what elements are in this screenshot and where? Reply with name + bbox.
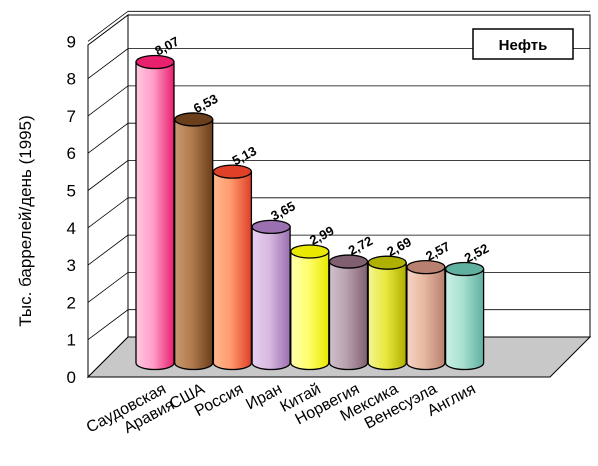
bar-top	[212, 164, 253, 179]
bar-body	[444, 268, 485, 371]
bar-cylinder	[367, 255, 407, 371]
legend: Нефть	[472, 28, 574, 60]
bar-body	[367, 262, 407, 371]
bar-cylinder	[328, 254, 369, 371]
bar-cylinder	[290, 244, 330, 371]
legend-entry: Нефть	[499, 37, 548, 54]
y-tick-label: 7	[67, 107, 76, 126]
y-axis-label: Тыс. баррелей/день (1995)	[16, 115, 35, 326]
y-tick-label: 5	[67, 182, 76, 201]
gridline-side	[87, 160, 129, 191]
bar-body	[212, 171, 253, 371]
bar-body	[328, 260, 369, 371]
bar-top	[290, 244, 330, 259]
bars: 8,076,535,133,652,99 2,72 2,69 2,57 2,52	[135, 33, 491, 371]
category-labels: СаудовскаяАравияСШАРоссияИранКитайНорвег…	[84, 380, 479, 453]
y-tick-label: 1	[67, 331, 76, 350]
y-tick-label: 0	[67, 368, 76, 387]
y-tick-label: 8	[67, 70, 76, 89]
bar-body	[290, 250, 330, 371]
y-tick-label: 2	[67, 293, 76, 312]
gridline-side	[87, 197, 129, 229]
bar-body	[135, 61, 175, 371]
gridline-side	[87, 309, 129, 341]
chart-left-wall	[87, 14, 129, 379]
bar-cylinder	[406, 259, 446, 371]
bar-top	[328, 254, 369, 269]
bar-top	[406, 259, 446, 275]
category-label: СаудовскаяАравия	[84, 381, 178, 453]
category-label-line: Иран	[243, 381, 285, 414]
y-tick-label: 6	[67, 144, 76, 163]
bar-body	[174, 118, 214, 371]
gridline-side	[87, 48, 129, 79]
bar-cylinder	[174, 112, 214, 371]
gridline-side	[87, 272, 129, 303]
bar-cylinder	[444, 261, 485, 371]
y-tick-label: 4	[67, 219, 76, 238]
bar-top	[367, 255, 407, 270]
gridline-side	[87, 85, 129, 117]
bar-body	[406, 266, 446, 371]
bar-body	[251, 226, 291, 371]
y-tick-label: 3	[67, 256, 76, 275]
bar-cylinder	[135, 54, 175, 371]
gridline-side	[87, 122, 129, 154]
gridline-side	[87, 234, 129, 266]
category-label: Иран	[243, 381, 285, 414]
legend-box	[472, 28, 574, 60]
bar-top	[174, 112, 214, 127]
bar-top	[444, 261, 485, 277]
bar-cylinder	[251, 219, 291, 371]
bar-top	[135, 54, 175, 70]
bar-cylinder	[212, 164, 253, 371]
bar-top	[251, 219, 291, 235]
gridline-side	[87, 10, 129, 42]
y-axis-ticks: 0 1 2 3 4 5 6 7 8 9	[67, 32, 76, 387]
y-tick-label: 9	[67, 32, 76, 51]
